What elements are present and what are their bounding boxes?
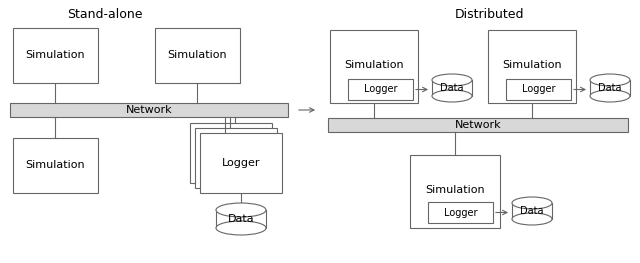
Bar bbox=[328, 118, 628, 132]
Text: Network: Network bbox=[125, 105, 172, 115]
Text: Logger: Logger bbox=[444, 208, 477, 218]
Ellipse shape bbox=[590, 90, 630, 102]
Text: Logger: Logger bbox=[221, 158, 260, 168]
Bar bbox=[10, 103, 288, 117]
Bar bbox=[428, 202, 493, 223]
Text: Stand-alone: Stand-alone bbox=[67, 8, 143, 21]
Ellipse shape bbox=[512, 197, 552, 209]
Text: Distributed: Distributed bbox=[455, 8, 525, 21]
Bar bbox=[348, 79, 413, 100]
Bar bbox=[506, 79, 571, 100]
Text: Simulation: Simulation bbox=[344, 60, 404, 70]
Text: Data: Data bbox=[440, 83, 464, 93]
Ellipse shape bbox=[216, 221, 266, 235]
Bar bbox=[13, 138, 98, 193]
Ellipse shape bbox=[216, 203, 266, 217]
Text: Simulation: Simulation bbox=[425, 185, 485, 195]
Text: Simulation: Simulation bbox=[26, 50, 85, 60]
Bar bbox=[155, 28, 240, 83]
Bar bbox=[216, 210, 266, 228]
Text: Data: Data bbox=[598, 83, 621, 93]
Bar bbox=[200, 133, 282, 193]
Bar bbox=[512, 203, 552, 219]
Text: Simulation: Simulation bbox=[26, 160, 85, 170]
Text: Data: Data bbox=[520, 206, 544, 216]
Ellipse shape bbox=[432, 74, 472, 86]
Text: Network: Network bbox=[454, 120, 501, 130]
Ellipse shape bbox=[512, 213, 552, 225]
Bar bbox=[13, 28, 98, 83]
Text: Data: Data bbox=[228, 214, 254, 224]
Bar bbox=[190, 123, 272, 183]
Text: Simulation: Simulation bbox=[502, 60, 562, 70]
Bar bbox=[488, 30, 576, 103]
Text: Logger: Logger bbox=[364, 84, 397, 94]
Bar bbox=[432, 80, 472, 96]
Bar bbox=[330, 30, 418, 103]
Bar bbox=[590, 80, 630, 96]
Bar bbox=[410, 155, 500, 228]
Ellipse shape bbox=[590, 74, 630, 86]
Text: Logger: Logger bbox=[522, 84, 556, 94]
Bar bbox=[195, 128, 277, 188]
Ellipse shape bbox=[432, 90, 472, 102]
Text: Simulation: Simulation bbox=[168, 50, 227, 60]
